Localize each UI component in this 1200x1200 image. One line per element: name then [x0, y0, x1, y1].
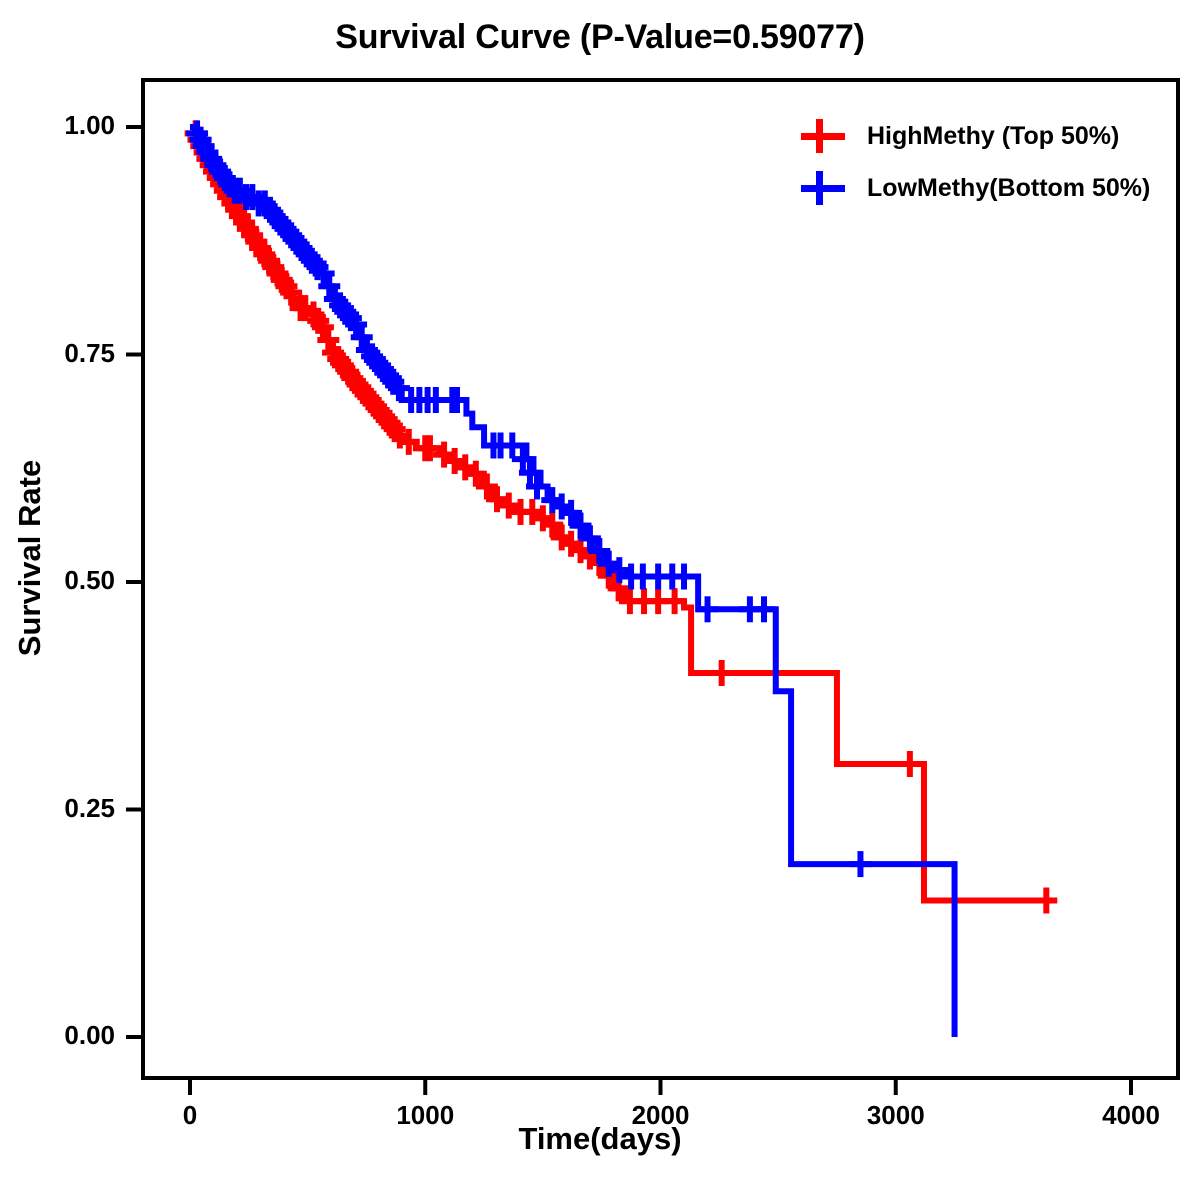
plus-marker-icon — [795, 168, 851, 208]
plus-marker-icon — [795, 116, 851, 156]
step-path — [190, 124, 1056, 904]
y-axis-title: Survival Rate — [12, 459, 47, 657]
legend-item[interactable]: LowMethy(Bottom 50%) — [795, 162, 1175, 214]
legend-item-label: LowMethy(Bottom 50%) — [867, 173, 1151, 202]
x-axis-title: Time(days) — [518, 1121, 682, 1156]
y-axis-tick-label: 0.75 — [64, 337, 115, 368]
x-axis-tick-label: 2000 — [631, 1100, 690, 1130]
x-axis-tick-label: 0 — [182, 1100, 198, 1130]
x-axis-tick-label: 3000 — [866, 1100, 925, 1130]
survival-curve-highmethy-top-50 — [184, 120, 1058, 914]
series-layer — [184, 120, 1058, 1037]
y-axis-ticks — [126, 125, 143, 1039]
x-axis-tick-label: 4000 — [1102, 1100, 1160, 1130]
x-axis-tick-label: 1000 — [396, 1100, 455, 1130]
legend: HighMethy (Top 50%) LowMethy(Bottom 50%) — [795, 110, 1175, 214]
censor-marks — [186, 120, 872, 878]
chart-title: Survival Curve (P-Value=0.59077) — [335, 18, 865, 56]
y-axis-tick-label: 0.25 — [64, 792, 115, 823]
legend-item-label: HighMethy (Top 50%) — [867, 121, 1120, 150]
y-axis-tick-label: 0.00 — [64, 1020, 115, 1050]
x-axis-ticks — [188, 1078, 1133, 1095]
legend-item[interactable]: HighMethy (Top 50%) — [795, 110, 1175, 162]
y-axis-tick-label: 1.00 — [64, 110, 115, 140]
survival-curve-lowmethy-bottom-50 — [186, 120, 958, 1037]
y-axis-tick-label: 0.50 — [64, 565, 115, 595]
